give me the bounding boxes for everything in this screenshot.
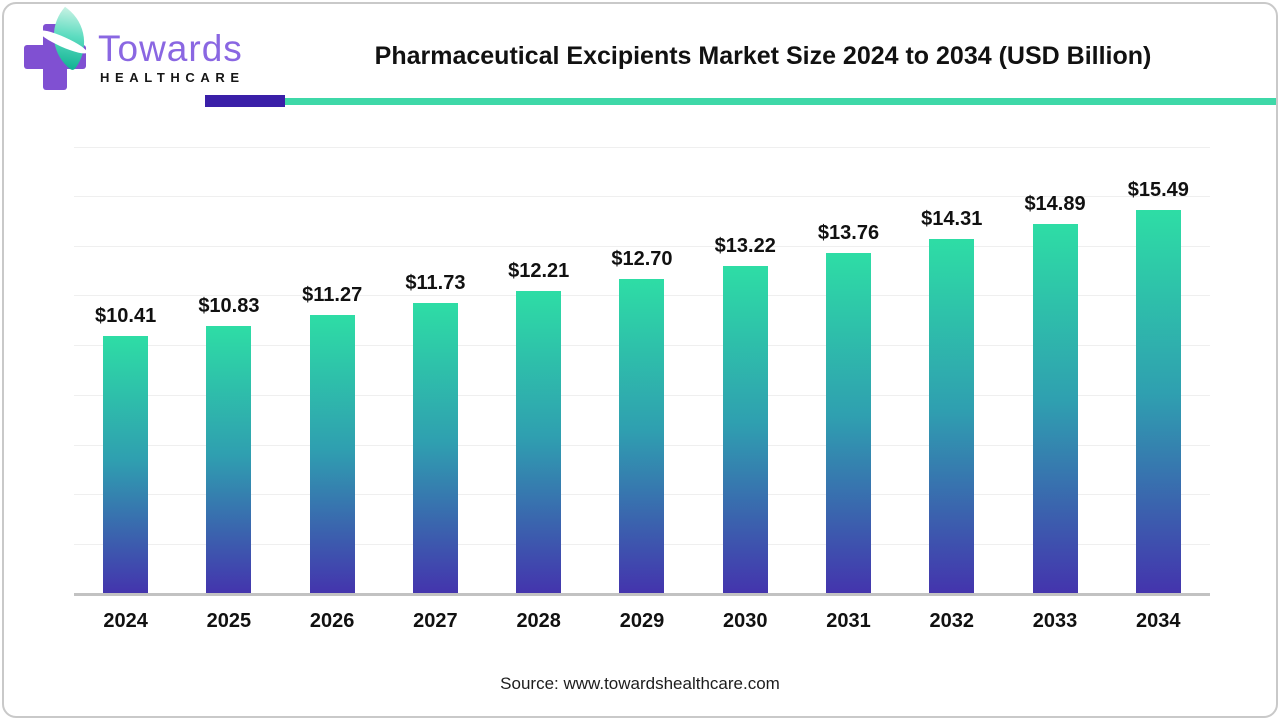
x-axis-label: 2031	[826, 610, 871, 632]
bar	[929, 238, 975, 595]
bar-group: $13.76	[797, 147, 900, 595]
bar-value-label: $13.76	[817, 221, 880, 244]
x-axis-label: 2034	[1136, 610, 1181, 632]
x-axis-label: 2033	[1032, 610, 1078, 632]
bar-value-label: $12.70	[611, 247, 673, 270]
bar-group: $11.73	[384, 147, 487, 595]
bar	[206, 325, 252, 595]
bar-group: $10.41	[74, 147, 177, 595]
x-axis-label: 2032	[929, 610, 975, 632]
x-axis-label: 2028	[516, 610, 561, 632]
gridline	[74, 245, 1210, 247]
bar-group: $11.27	[281, 147, 384, 595]
bar	[309, 314, 355, 595]
x-axis-label: 2025	[206, 610, 252, 632]
chart-title: Pharmaceutical Excipients Market Size 20…	[374, 42, 1152, 70]
brand-logo: Towards HEALTHCARE	[18, 6, 268, 94]
gridline	[74, 147, 1210, 148]
divider-accent-block	[205, 95, 285, 107]
bar-group: $12.21	[487, 147, 590, 595]
bars-row: $10.41 $10.83 $11.27 $11.73 $12.21 $12.70 $13.…	[74, 147, 1210, 595]
x-axis-label: 2029	[619, 610, 665, 632]
gridline	[74, 195, 1210, 197]
x-axis-labels: 2024 2025 2026 2027 2028 2029 2030 2031 2032 2033…	[74, 610, 1210, 633]
bar-value-label: $15.49	[1127, 178, 1189, 201]
bar-group: $15.49	[1107, 147, 1210, 595]
bar	[722, 266, 768, 595]
brand-subtitle: HEALTHCARE	[100, 70, 245, 85]
bar	[1135, 209, 1181, 595]
bar-group: $13.22	[694, 147, 797, 595]
divider-line	[285, 97, 1276, 105]
title-divider	[205, 95, 1276, 107]
bar-value-label: $13.22	[714, 235, 776, 257]
bar-value-label: $10.41	[95, 304, 157, 327]
bar-group: $14.31	[900, 147, 1003, 595]
bar-group: $10.83	[177, 147, 280, 595]
x-axis-label: 2027	[413, 610, 458, 632]
bar-value-label: $12.21	[508, 260, 570, 283]
bar-value-label: $14.31	[921, 207, 983, 230]
source-text: Source: www.towardshealthcare.com	[500, 674, 780, 693]
bar-value-label: $11.27	[302, 283, 363, 306]
bar-value-label: $10.83	[198, 294, 260, 317]
bar-value-label: $14.89	[1024, 193, 1086, 216]
x-axis-label: 2026	[309, 610, 355, 632]
x-axis-line	[74, 593, 1210, 596]
bar-group: $12.70	[590, 147, 693, 595]
bar	[516, 291, 562, 595]
bar	[412, 303, 458, 595]
bar	[619, 278, 665, 595]
bar-group: $14.89	[1003, 147, 1106, 595]
plot-area: $10.41 $10.83 $11.27 $11.73 $12.21 $12.70 $13.…	[74, 147, 1210, 595]
bar	[103, 335, 149, 595]
x-axis-label: 2024	[103, 610, 148, 632]
brand-name: Towards	[98, 28, 243, 69]
x-axis-label: 2030	[722, 610, 768, 632]
bar-value-label: $11.73	[405, 272, 466, 295]
bar	[825, 252, 871, 595]
bar	[1032, 224, 1078, 595]
